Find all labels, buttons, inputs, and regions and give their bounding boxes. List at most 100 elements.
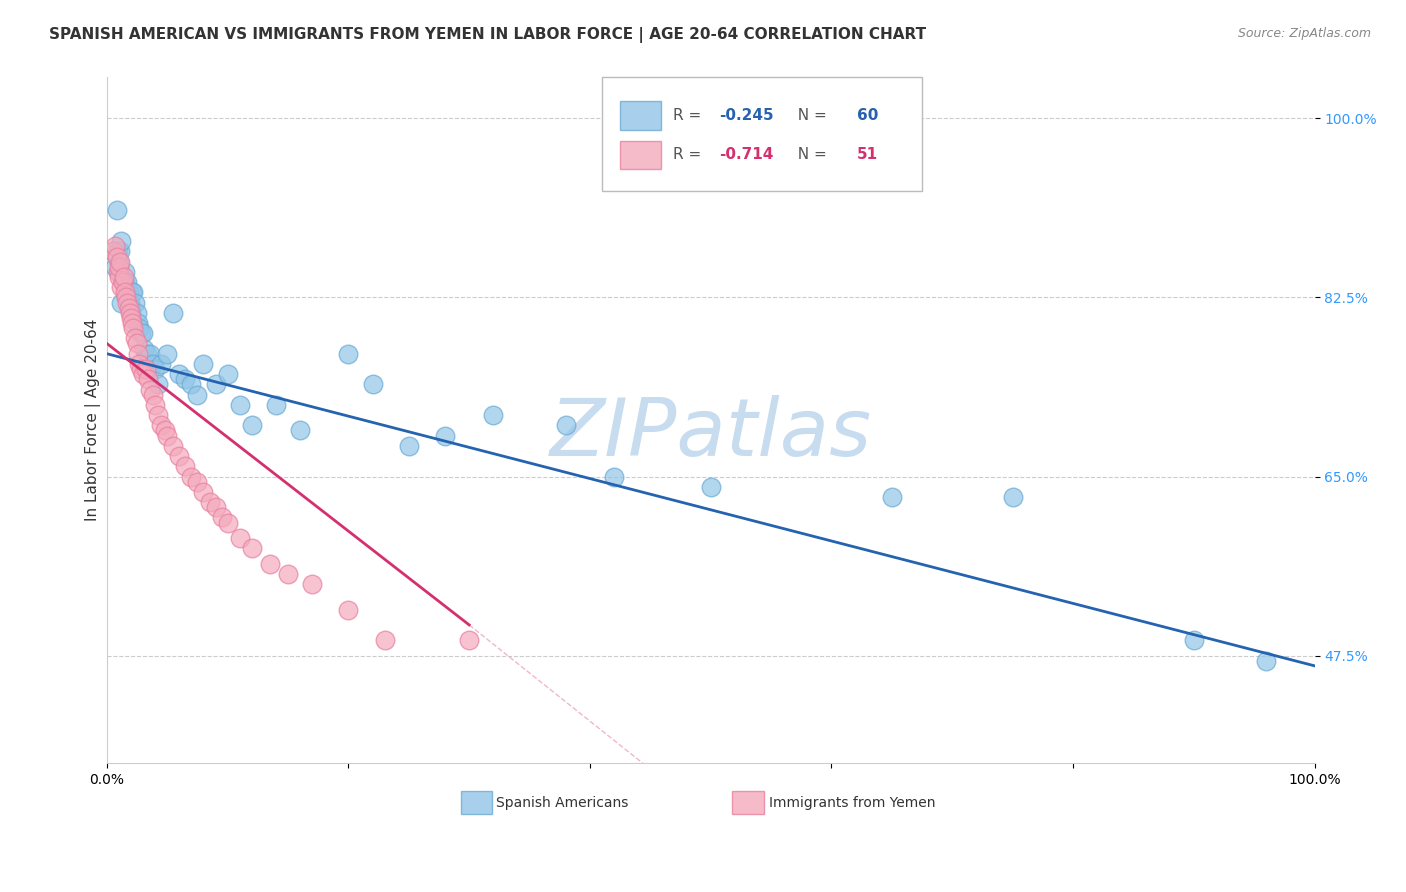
Point bbox=[128, 321, 150, 335]
Point bbox=[240, 541, 263, 556]
Point bbox=[603, 469, 626, 483]
Point bbox=[105, 203, 128, 218]
Point bbox=[277, 566, 299, 581]
Text: Source: ZipAtlas.com: Source: ZipAtlas.com bbox=[1237, 27, 1371, 40]
Point bbox=[110, 280, 132, 294]
FancyBboxPatch shape bbox=[602, 78, 922, 191]
Point bbox=[127, 316, 149, 330]
Text: N =: N = bbox=[787, 108, 831, 122]
Point bbox=[150, 418, 173, 433]
Point bbox=[217, 368, 239, 382]
Point bbox=[121, 285, 143, 300]
Point bbox=[228, 531, 250, 545]
Point bbox=[114, 275, 136, 289]
Point bbox=[169, 368, 191, 382]
Point bbox=[240, 418, 263, 433]
Point bbox=[118, 295, 141, 310]
Point bbox=[128, 357, 150, 371]
Point bbox=[112, 275, 135, 289]
Point bbox=[1182, 633, 1205, 648]
Point bbox=[153, 424, 176, 438]
Point bbox=[124, 295, 146, 310]
Point bbox=[398, 439, 420, 453]
Point bbox=[101, 244, 124, 259]
Point bbox=[204, 377, 226, 392]
Text: R =: R = bbox=[673, 108, 706, 122]
Point bbox=[142, 387, 165, 401]
Point bbox=[186, 475, 208, 489]
Point bbox=[132, 326, 155, 341]
Text: 51: 51 bbox=[856, 147, 877, 162]
Point bbox=[120, 306, 142, 320]
Point bbox=[217, 516, 239, 530]
Point bbox=[111, 275, 134, 289]
Point bbox=[124, 331, 146, 345]
Point bbox=[288, 424, 311, 438]
Point bbox=[337, 602, 360, 616]
Point bbox=[115, 290, 138, 304]
Point bbox=[143, 398, 166, 412]
Point bbox=[120, 310, 142, 325]
Point bbox=[198, 495, 221, 509]
Point bbox=[117, 285, 139, 300]
Point bbox=[139, 347, 162, 361]
FancyBboxPatch shape bbox=[733, 791, 763, 814]
Point bbox=[108, 254, 131, 268]
Point bbox=[193, 484, 215, 499]
Point bbox=[162, 439, 184, 453]
Text: R =: R = bbox=[673, 147, 706, 162]
Point bbox=[111, 275, 134, 289]
Point bbox=[108, 265, 131, 279]
Point bbox=[108, 260, 131, 274]
Text: -0.245: -0.245 bbox=[720, 108, 773, 122]
Point bbox=[107, 265, 129, 279]
Point bbox=[110, 295, 132, 310]
Point bbox=[174, 372, 197, 386]
Point bbox=[107, 244, 129, 259]
Point bbox=[115, 290, 138, 304]
Point bbox=[162, 306, 184, 320]
Point bbox=[101, 244, 124, 259]
FancyBboxPatch shape bbox=[620, 141, 661, 169]
Point bbox=[142, 357, 165, 371]
Point bbox=[301, 577, 323, 591]
Point bbox=[121, 316, 143, 330]
Point bbox=[361, 377, 384, 392]
Point bbox=[169, 449, 191, 463]
FancyBboxPatch shape bbox=[620, 101, 661, 129]
Text: -0.714: -0.714 bbox=[720, 147, 773, 162]
Point bbox=[156, 428, 179, 442]
Point bbox=[104, 260, 127, 274]
Point bbox=[434, 428, 457, 442]
Point bbox=[122, 285, 145, 300]
Text: N =: N = bbox=[787, 147, 831, 162]
Point bbox=[228, 398, 250, 412]
Point bbox=[180, 469, 202, 483]
Point bbox=[880, 490, 903, 504]
Point bbox=[104, 239, 127, 253]
Point bbox=[110, 234, 132, 248]
Text: 60: 60 bbox=[856, 108, 879, 122]
Point bbox=[143, 362, 166, 376]
Text: SPANISH AMERICAN VS IMMIGRANTS FROM YEMEN IN LABOR FORCE | AGE 20-64 CORRELATION: SPANISH AMERICAN VS IMMIGRANTS FROM YEME… bbox=[49, 27, 927, 43]
Point bbox=[122, 321, 145, 335]
Point bbox=[114, 265, 136, 279]
Point bbox=[108, 270, 131, 285]
Point bbox=[108, 254, 131, 268]
Point bbox=[458, 633, 481, 648]
Point bbox=[146, 408, 169, 422]
Point bbox=[150, 357, 173, 371]
Point bbox=[129, 326, 152, 341]
Point bbox=[125, 306, 148, 320]
Point bbox=[139, 383, 162, 397]
Point bbox=[117, 295, 139, 310]
Point bbox=[156, 347, 179, 361]
Y-axis label: In Labor Force | Age 20-64: In Labor Force | Age 20-64 bbox=[86, 319, 101, 522]
Point bbox=[134, 342, 156, 356]
Point bbox=[136, 372, 159, 386]
Point bbox=[135, 347, 157, 361]
Point bbox=[112, 270, 135, 285]
Point bbox=[125, 336, 148, 351]
Point bbox=[108, 244, 131, 259]
Point bbox=[129, 362, 152, 376]
